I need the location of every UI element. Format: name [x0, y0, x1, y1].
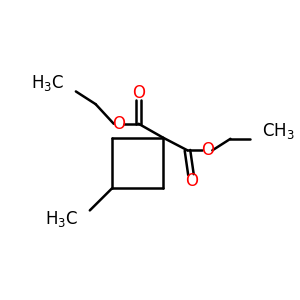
Text: O: O	[132, 84, 145, 102]
Text: O: O	[186, 172, 199, 190]
Text: H$_3$C: H$_3$C	[44, 209, 78, 229]
Text: O: O	[201, 141, 214, 159]
Text: O: O	[112, 115, 125, 133]
Text: CH$_3$: CH$_3$	[262, 122, 295, 141]
Text: H$_3$C: H$_3$C	[31, 73, 64, 93]
